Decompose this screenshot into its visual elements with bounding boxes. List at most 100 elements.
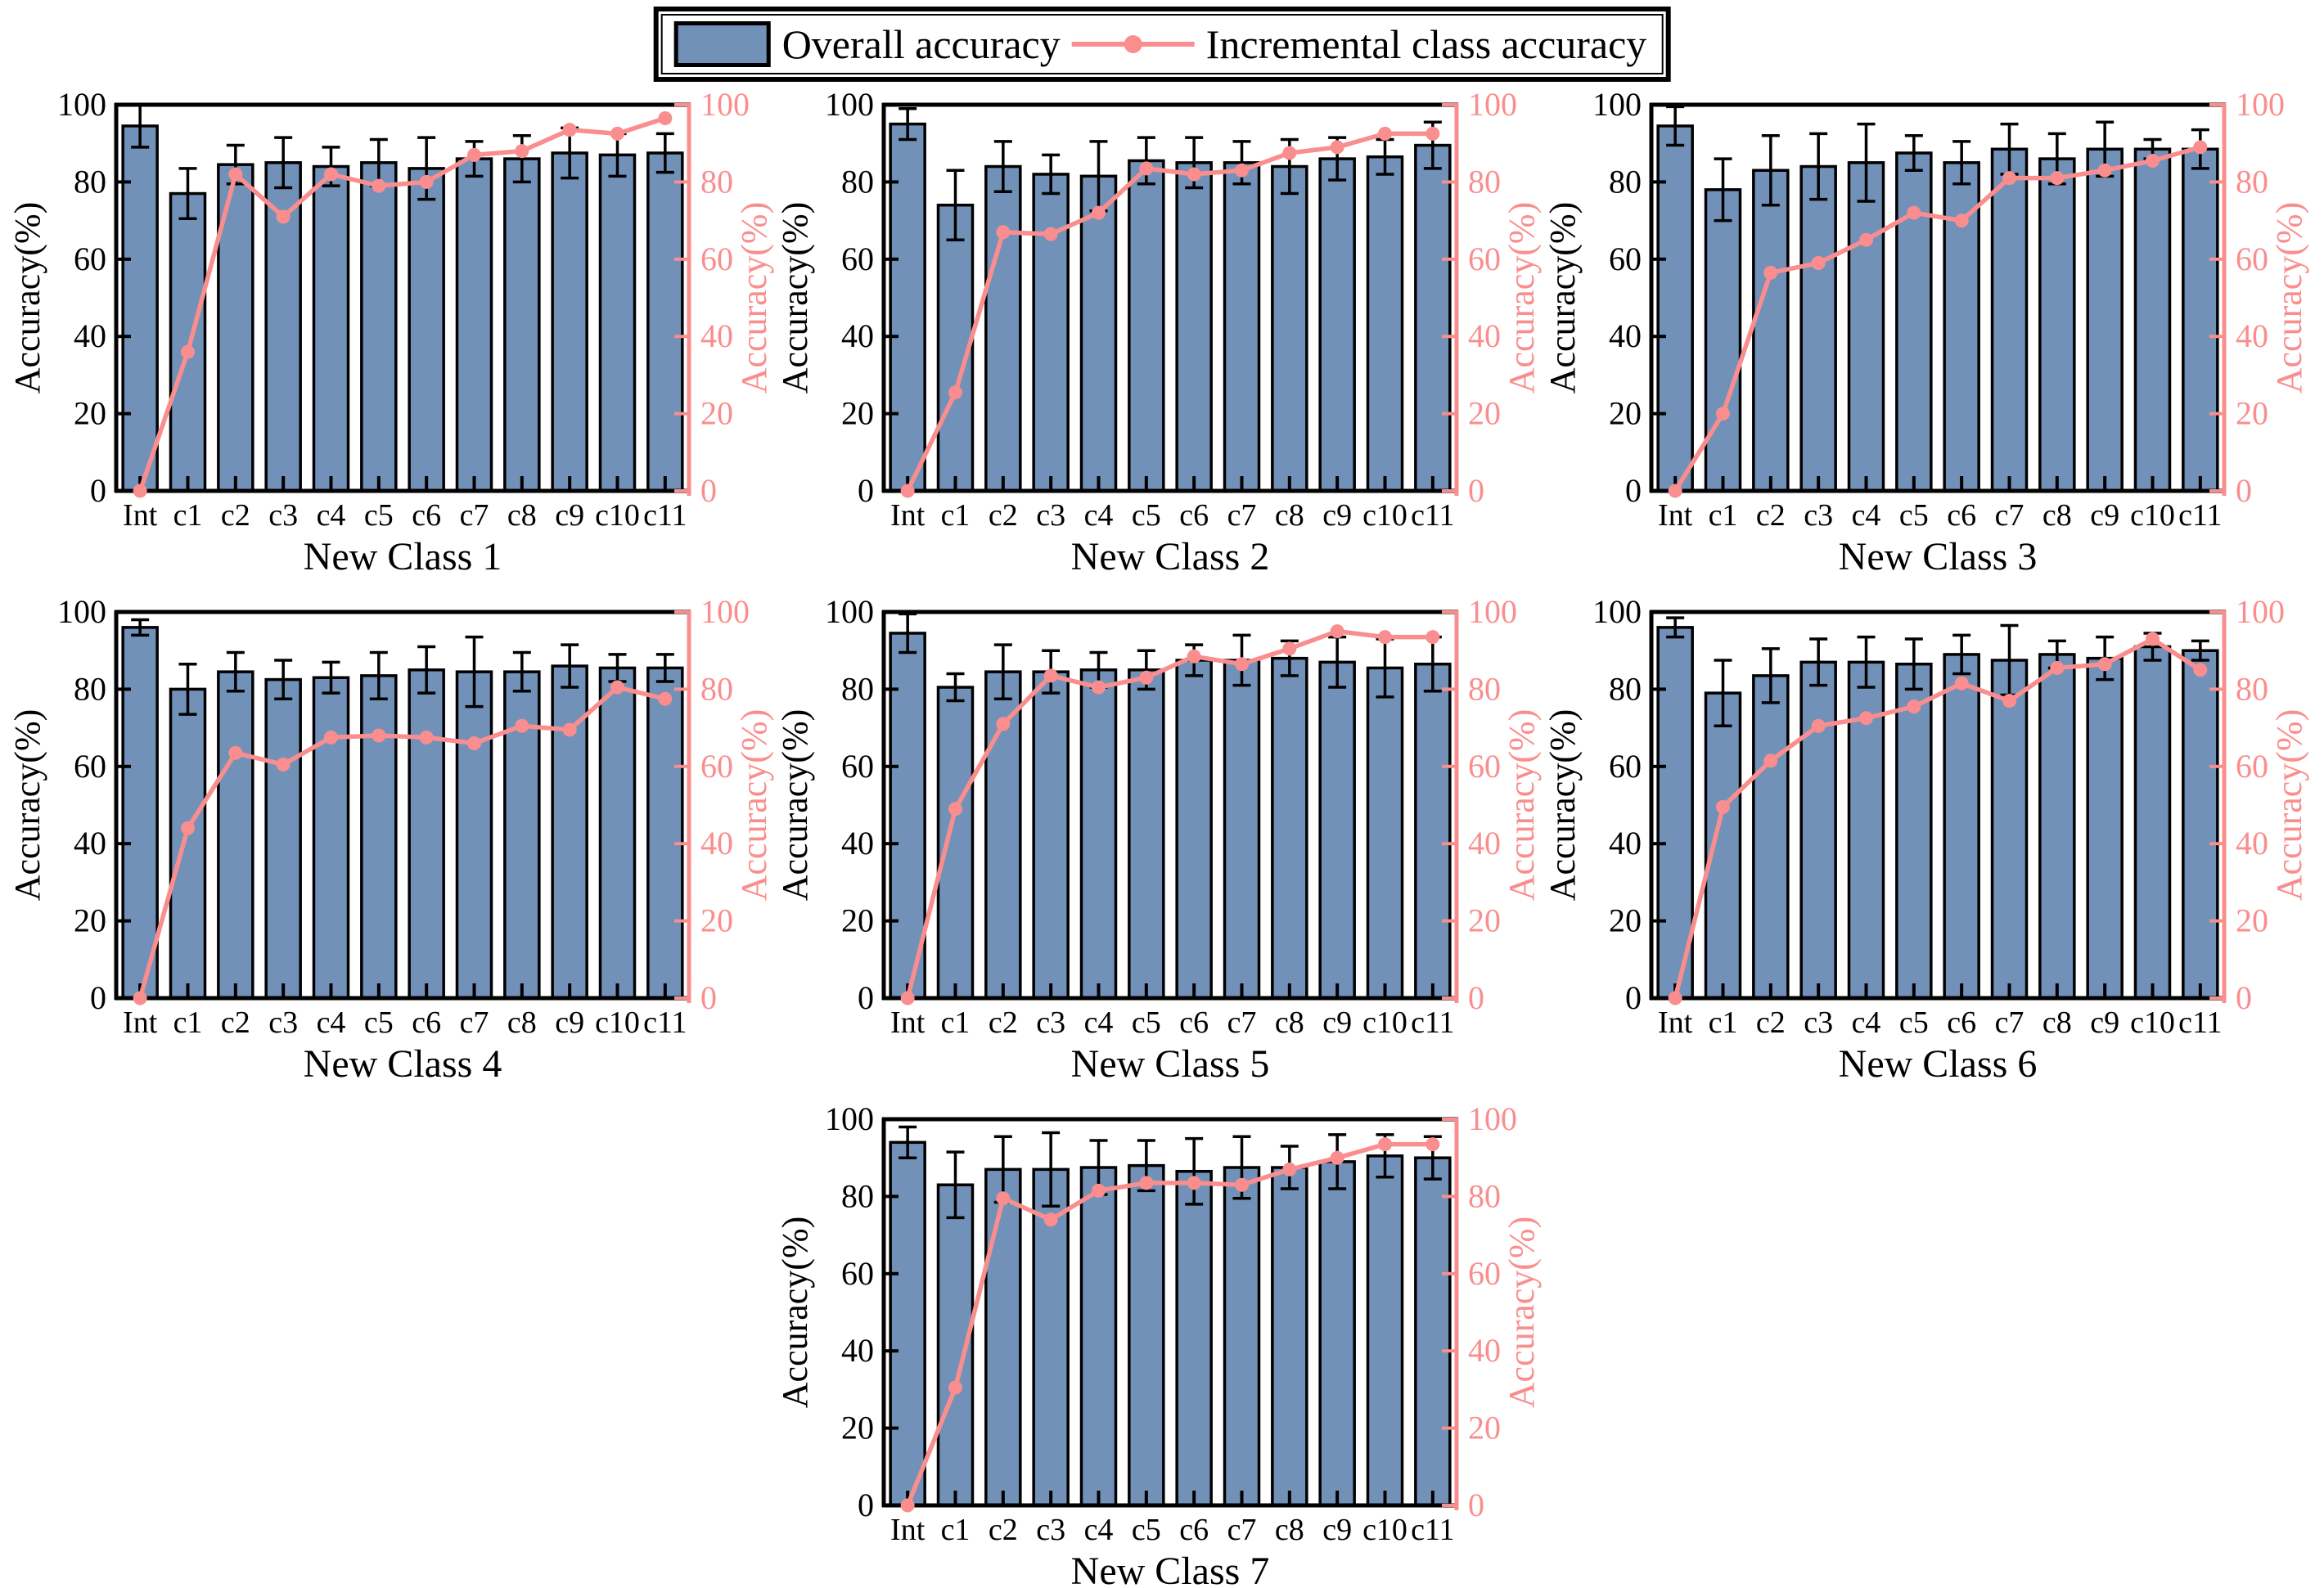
right-tick-label: 60: [700, 241, 733, 277]
right-tick-label: 100: [700, 593, 750, 630]
line-marker: [2193, 663, 2208, 677]
bar: [169, 687, 207, 1000]
left-tick-label: 100: [825, 593, 874, 630]
chart-new-class-4: 0 0 20 20 40 40 60 60 80 80 100 100 Int c1 c2 c3 c4 c5 c6 c…: [7, 593, 774, 1086]
right-tick-label: 40: [700, 317, 733, 354]
x-tick-label: c3: [268, 1005, 298, 1040]
x-tick-label: c5: [1132, 498, 1161, 533]
bar: [455, 157, 493, 493]
line-marker: [658, 111, 673, 126]
x-tick-label: Int: [123, 1005, 158, 1040]
line-marker: [1282, 641, 1297, 656]
left-tick-label: 100: [1592, 86, 1642, 123]
axes-group: 0 0 20 20 40 40 60 60 80 80 100 100 Int c1 c2 c3 c4 c5 c6 c…: [1592, 86, 2285, 533]
line-marker: [1859, 711, 1873, 726]
left-tick-label: 40: [74, 825, 106, 861]
line-marker: [900, 484, 915, 498]
x-tick-label: c9: [2090, 498, 2119, 533]
bar: [1175, 1169, 1213, 1507]
line-marker: [1043, 668, 1058, 683]
x-tick-label: c2: [1756, 498, 1786, 533]
right-tick-label: 80: [700, 163, 733, 200]
bar: [1799, 164, 1837, 493]
line-marker: [181, 344, 195, 359]
bar: [1752, 674, 1790, 1000]
bar: [1943, 653, 1980, 1000]
line-marker: [1043, 1212, 1058, 1227]
line-marker: [372, 728, 386, 743]
bar: [121, 626, 159, 1000]
left-tick-label: 0: [1625, 472, 1642, 509]
line-marker: [562, 123, 577, 137]
bar: [1318, 1160, 1356, 1507]
line-marker: [1092, 1183, 1106, 1198]
bar: [889, 122, 926, 493]
left-tick-label: 0: [90, 979, 106, 1016]
bar: [1079, 1166, 1118, 1507]
bar: [936, 686, 975, 1000]
left-axis-label: Accuracy(%): [11, 202, 47, 394]
line-marker: [324, 167, 338, 182]
line-marker: [133, 484, 147, 498]
chart-cell-new-class-5: 0 0 20 20 40 40 60 60 80 80 100 100 Int c1 c2 c3 c4 c5 c6 c…: [775, 591, 1545, 1086]
line-marker: [996, 717, 1011, 731]
line-marker: [2146, 153, 2160, 168]
left-tick-label: 20: [841, 1410, 874, 1446]
incremental-line-series: [1668, 140, 2208, 498]
x-tick-label: c9: [2090, 1005, 2119, 1040]
chart-cell-new-class-7: 0 0 20 20 40 40 60 60 80 80 100 100 Int c1 c2 c3 c4 c5 c6 c…: [775, 1098, 1545, 1588]
right-axis-label: Accuracy(%): [2269, 709, 2309, 902]
line-marker: [1139, 161, 1154, 176]
right-axis-label: Accuracy(%): [1502, 709, 1542, 902]
line-marker: [1716, 407, 1730, 421]
right-tick-label: 80: [1468, 163, 1501, 200]
left-tick-label: 20: [74, 395, 106, 432]
left-tick-label: 80: [1609, 163, 1642, 200]
line-marker: [467, 147, 481, 162]
line-marker: [1187, 1176, 1201, 1190]
bar: [2133, 645, 2172, 1000]
bar: [2133, 147, 2172, 493]
left-axis-label: Accuracy(%): [1547, 709, 1583, 902]
left-tick-label: 0: [1625, 979, 1642, 1016]
bar: [360, 674, 398, 1000]
x-tick-label: c8: [1275, 1005, 1304, 1040]
left-tick-label: 20: [841, 395, 874, 432]
bar: [984, 164, 1022, 493]
x-tick-label: c3: [1036, 1005, 1065, 1040]
x-tick-label: c7: [460, 498, 489, 533]
x-tick-label: c9: [555, 1005, 584, 1040]
line-marker: [1668, 991, 1682, 1005]
line-marker: [610, 126, 624, 141]
x-tick-label: c4: [1852, 498, 1881, 533]
x-tick-label: c1: [173, 1005, 203, 1040]
right-tick-label: 80: [1468, 1177, 1501, 1214]
x-tick-label: c11: [2178, 498, 2222, 533]
overall-accuracy-swatch: [673, 21, 771, 67]
line-marker: [1330, 140, 1344, 155]
x-tick-label: c11: [1411, 1513, 1454, 1547]
bar: [1366, 1154, 1404, 1507]
chart-cell-new-class-3: 0 0 20 20 40 40 60 60 80 80 100 100 Int c1 c2 c3 c4 c5 c6 c…: [1543, 83, 2313, 578]
line-marker: [948, 385, 962, 400]
left-tick-label: 40: [1609, 825, 1642, 861]
x-tick-label: c6: [412, 1005, 441, 1040]
line-marker: [900, 991, 915, 1005]
right-axis-label: Accuracy(%): [1502, 1217, 1542, 1409]
left-tick-label: 80: [74, 163, 106, 200]
x-tick-label: c10: [595, 498, 640, 533]
line-marker: [1763, 754, 1778, 768]
right-tick-label: 60: [1468, 1255, 1501, 1292]
line-marker: [1139, 1176, 1154, 1190]
bar: [2182, 649, 2219, 1000]
x-tick-label: c9: [1322, 498, 1352, 533]
bar: [551, 664, 588, 1000]
x-tick-label: c4: [1084, 1513, 1114, 1547]
right-tick-label: 80: [1468, 670, 1501, 707]
bar: [2086, 656, 2124, 1000]
bars-group: [1656, 626, 2219, 1000]
chart-new-class-3: 0 0 20 20 40 40 60 60 80 80 100 100 Int c1 c2 c3 c4 c5 c6 c…: [1543, 86, 2309, 578]
legend-inner: Overall accuracy Incremental class accur…: [660, 14, 1664, 74]
line-marker: [2002, 694, 2016, 709]
bar: [1752, 169, 1790, 493]
